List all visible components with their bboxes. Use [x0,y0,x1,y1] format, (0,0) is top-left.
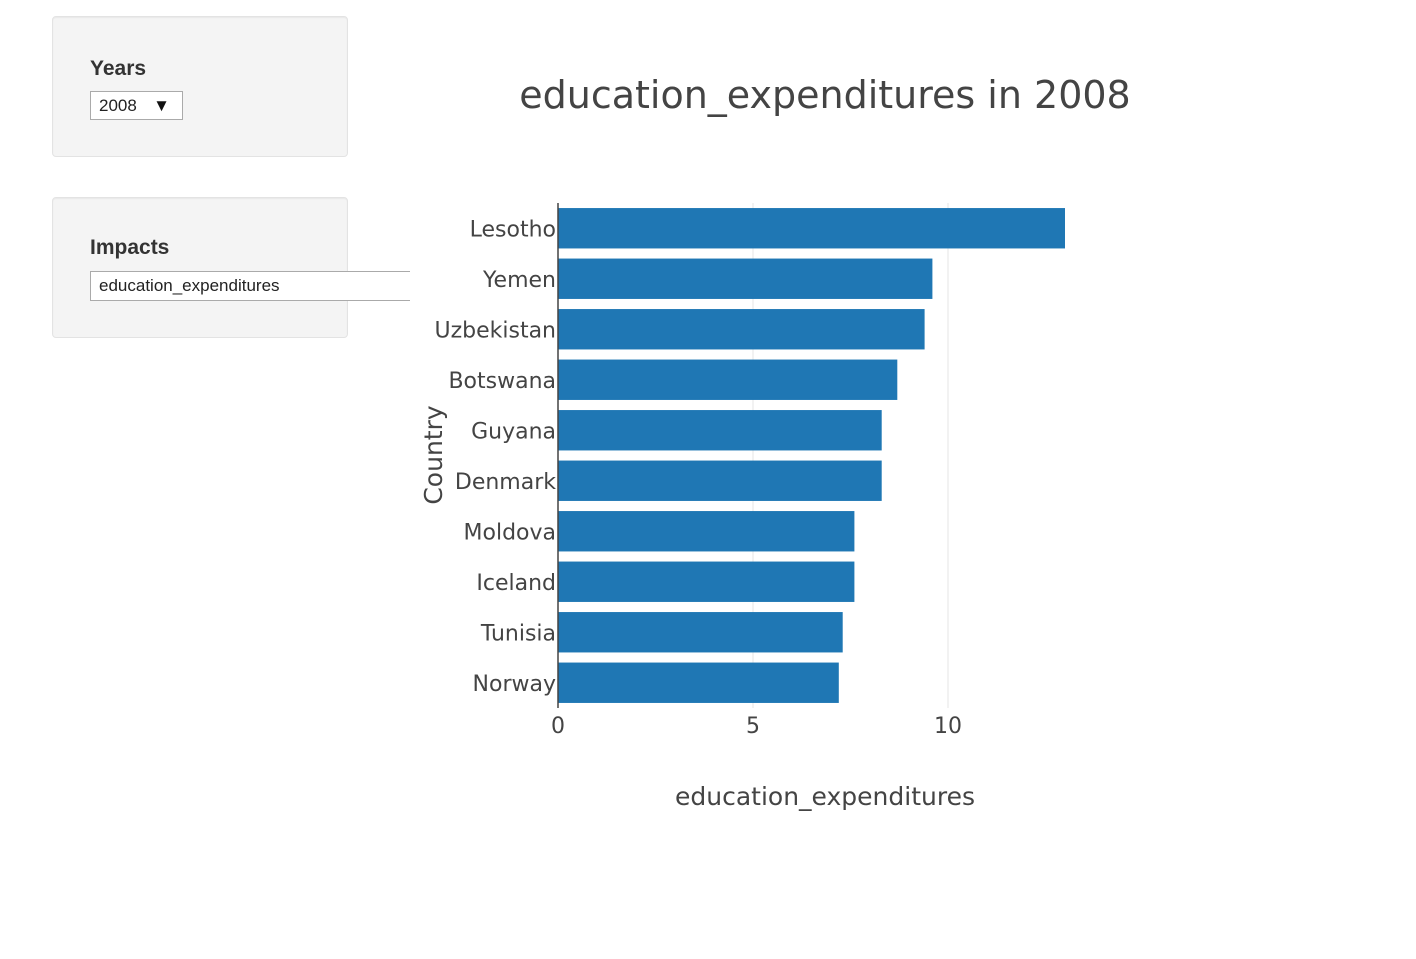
chart-bars [558,208,1065,703]
x-tick-label: 10 [934,714,962,739]
y-tick-label: Botswana [448,369,556,394]
bar-tunisia[interactable] [558,612,843,653]
y-tick-label: Tunisia [480,621,556,646]
bar-moldova[interactable] [558,511,855,552]
y-tick-label: Iceland [476,571,556,596]
impacts-panel: Impacts education_expenditures [52,197,410,338]
chart-title: education_expenditures in 2008 [519,73,1130,117]
x-tick-label: 0 [551,714,565,739]
y-tick-label: Moldova [464,520,556,545]
y-tick-label: Yemen [482,268,556,293]
x-tick-labels: 0 5 10 [551,714,962,739]
bar-denmark[interactable] [558,460,882,501]
bar-iceland[interactable] [558,561,855,602]
bar-yemen[interactable] [558,258,933,299]
bar-guyana[interactable] [558,410,882,451]
y-tick-label: Lesotho [470,217,556,242]
bar-botswana[interactable] [558,359,898,400]
y-tick-label: Guyana [471,419,556,444]
bar-norway[interactable] [558,662,839,703]
years-select[interactable]: 2008 ▼ [90,91,183,120]
years-panel: Years 2008 ▼ [52,16,348,157]
impacts-input[interactable]: education_expenditures [90,271,410,301]
y-tick-label: Norway [473,672,556,697]
impacts-input-value: education_expenditures [99,276,280,295]
bar-uzbekistan[interactable] [558,309,925,350]
y-tick-label: Uzbekistan [434,318,556,343]
years-label: Years [90,57,147,80]
x-tick-label: 5 [746,714,760,739]
impacts-label: Impacts [90,236,170,259]
bar-lesotho[interactable] [558,208,1065,249]
y-tick-labels: Lesotho Yemen Uzbekistan Botswana Guyana Denm… [434,217,556,697]
y-axis-title: Country [419,405,448,505]
y-tick-label: Denmark [455,470,556,495]
dropdown-caret-icon: ▼ [153,96,170,115]
x-axis-title: education_expenditures [675,782,975,811]
years-selected-value: 2008 [99,96,137,115]
